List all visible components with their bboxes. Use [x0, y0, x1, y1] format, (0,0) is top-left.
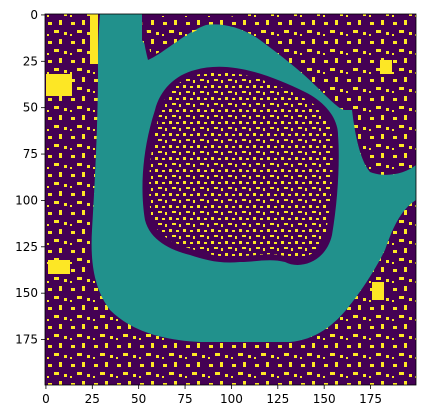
- x-tick-label: 25: [85, 392, 100, 406]
- y-tick-label: 175: [15, 333, 38, 347]
- building-block: [372, 282, 384, 300]
- y-axis: 0 25 50 75 100 125 150 175: [15, 8, 45, 347]
- plot-area: [45, 14, 416, 385]
- y-tick-label: 75: [23, 147, 38, 161]
- y-tick-label: 125: [15, 240, 38, 254]
- x-tick-label: 125: [266, 392, 289, 406]
- y-tick-label: 100: [15, 193, 38, 207]
- x-tick-label: 100: [220, 392, 243, 406]
- building-block: [46, 74, 72, 96]
- x-tick-label: 150: [313, 392, 336, 406]
- x-axis: 0 25 50 75 100 125 150 175: [42, 385, 382, 406]
- building-block: [48, 260, 70, 274]
- x-tick-label: 50: [131, 392, 146, 406]
- building-block: [90, 14, 98, 64]
- y-tick-label: 25: [23, 54, 38, 68]
- x-tick-label: 175: [359, 392, 382, 406]
- axes-frame: [44, 13, 417, 386]
- x-tick-label: 75: [177, 392, 192, 406]
- y-tick-label: 50: [23, 101, 38, 115]
- peninsula-buildings: [149, 72, 333, 259]
- x-tick-label: 0: [42, 392, 50, 406]
- building-block: [380, 60, 392, 74]
- upper-island-buildings: [146, 16, 230, 56]
- y-tick-label: 150: [15, 286, 38, 300]
- y-tick-label: 0: [30, 8, 38, 22]
